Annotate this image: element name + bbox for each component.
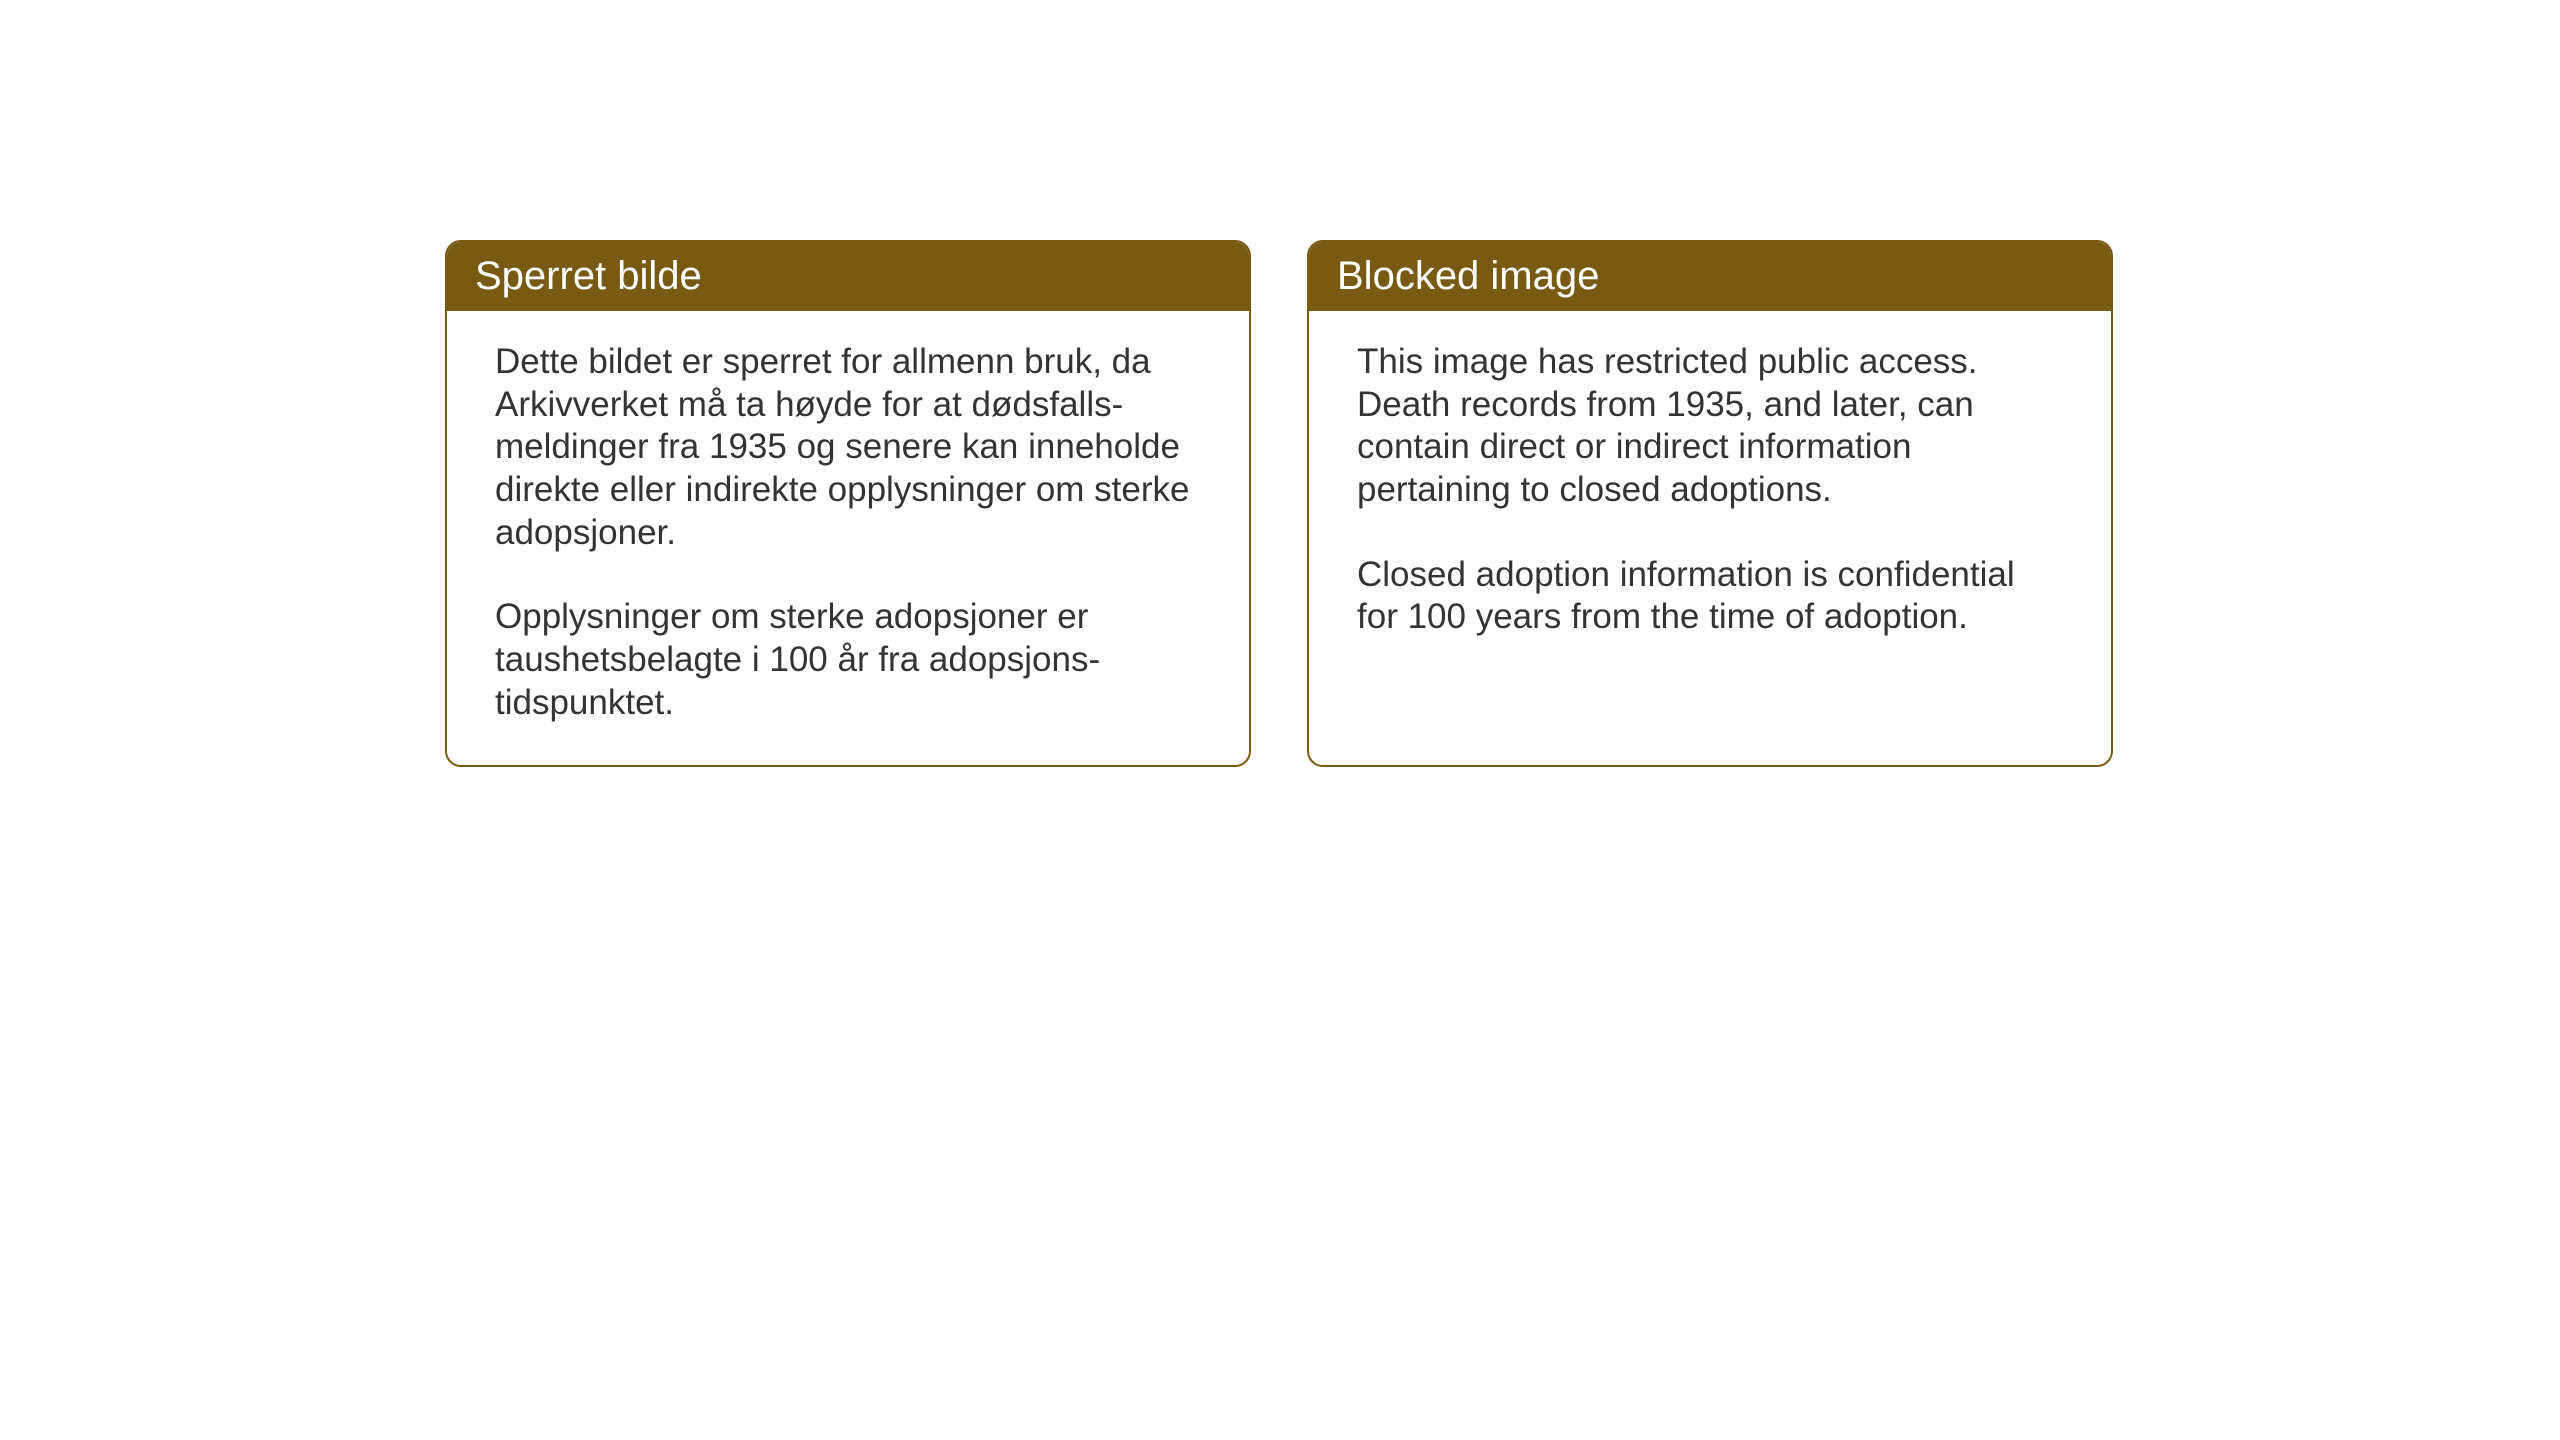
norwegian-card-title: Sperret bilde (447, 242, 1249, 311)
norwegian-notice-card: Sperret bilde Dette bildet er sperret fo… (445, 240, 1251, 767)
english-card-title: Blocked image (1309, 242, 2111, 311)
notice-cards-container: Sperret bilde Dette bildet er sperret fo… (445, 240, 2113, 767)
english-card-body: This image has restricted public access.… (1309, 311, 2111, 679)
english-paragraph-1: This image has restricted public access.… (1357, 341, 2063, 512)
norwegian-paragraph-1: Dette bildet er sperret for allmenn bruk… (495, 341, 1201, 554)
norwegian-paragraph-2: Opplysninger om sterke adopsjoner er tau… (495, 596, 1201, 724)
english-paragraph-2: Closed adoption information is confident… (1357, 554, 2063, 639)
english-notice-card: Blocked image This image has restricted … (1307, 240, 2113, 767)
norwegian-card-body: Dette bildet er sperret for allmenn bruk… (447, 311, 1249, 765)
